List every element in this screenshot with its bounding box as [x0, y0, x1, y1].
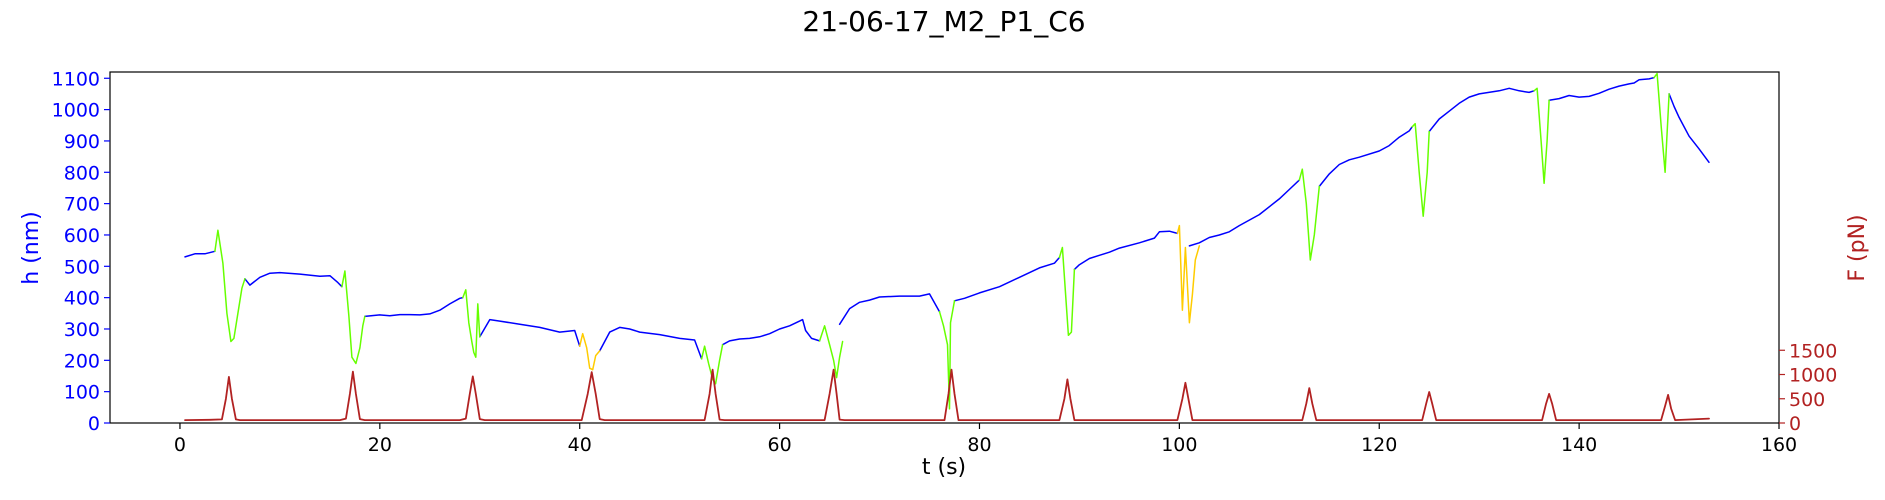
series-0-segment-13: [1668, 93, 1710, 164]
y-left-tick-label: 100: [64, 382, 100, 404]
series-0-segment-10: [1318, 126, 1413, 188]
series-3-segment-0: [184, 368, 1710, 422]
y-left-tick-label: 1000: [52, 100, 100, 122]
y-left-tick-label: 1100: [52, 68, 100, 90]
series-0-segment-7: [953, 256, 1061, 302]
plot-frame: [109, 71, 1780, 424]
x-tick-label: 20: [368, 434, 392, 456]
series-1-segment-4: [818, 325, 844, 379]
series-0-segment-8: [1073, 230, 1179, 271]
series-0-segment-11: [1428, 87, 1535, 133]
series-1-segment-2: [462, 289, 481, 358]
series-0-segment-4: [598, 326, 703, 360]
y-right-tick-label: 0: [1789, 413, 1801, 435]
y-right-tick-label: 1000: [1789, 365, 1837, 387]
y-axis-left-label: h (nm): [19, 211, 44, 284]
series-0-segment-3: [479, 318, 581, 347]
series-1-segment-8: [1411, 122, 1430, 217]
series-1-segment-7: [1298, 168, 1321, 261]
series-0-segment-9: [1188, 179, 1301, 247]
plot-data: [184, 72, 1710, 422]
y-left-tick-label: 200: [64, 350, 100, 372]
series-0-segment-2: [364, 296, 464, 318]
x-tick-label: 100: [1161, 434, 1197, 456]
series-1-segment-3: [700, 343, 724, 385]
x-tick-label: 80: [967, 434, 991, 456]
series-0-segment-1: [244, 271, 343, 288]
series-1-segment-10: [1653, 72, 1670, 174]
x-axis-label: t (s): [922, 455, 966, 480]
plot-axes: 0 20 40 60 80 100 120 140 1600100200300400500600…: [52, 68, 1838, 456]
y-left-tick-label: 300: [64, 319, 100, 341]
y-axis-right-label: F (pN): [1845, 214, 1870, 281]
y-right-tick-label: 500: [1789, 389, 1825, 411]
x-tick-label: 40: [568, 434, 592, 456]
series-1-segment-9: [1533, 87, 1550, 185]
y-left-tick-label: 700: [64, 194, 100, 216]
series-1-segment-6: [1058, 246, 1076, 337]
x-tick-label: 0: [174, 434, 186, 456]
y-left-tick-label: 0: [88, 413, 100, 435]
series-2-segment-0: [578, 332, 601, 371]
x-tick-label: 120: [1361, 434, 1397, 456]
chart-title: 21-06-17_M2_P1_C6: [802, 5, 1085, 38]
x-tick-label: 60: [768, 434, 792, 456]
series-1-segment-1: [341, 270, 366, 365]
series-0-segment-5: [721, 318, 821, 346]
x-tick-label: 140: [1561, 434, 1597, 456]
y-left-tick-label: 500: [64, 256, 100, 278]
x-tick-label: 160: [1761, 434, 1797, 456]
series-2-segment-1: [1176, 224, 1201, 324]
series-0-segment-12: [1548, 76, 1655, 101]
y-right-tick-label: 1500: [1789, 340, 1837, 362]
series-0-segment-6: [838, 293, 941, 326]
series-1-segment-5: [938, 300, 956, 410]
y-left-tick-label: 600: [64, 225, 100, 247]
series-0-segment-0: [184, 250, 216, 258]
y-left-tick-label: 800: [64, 162, 100, 184]
y-left-tick-label: 400: [64, 288, 100, 310]
series-1-segment-0: [214, 229, 246, 343]
y-left-tick-label: 900: [64, 131, 100, 153]
